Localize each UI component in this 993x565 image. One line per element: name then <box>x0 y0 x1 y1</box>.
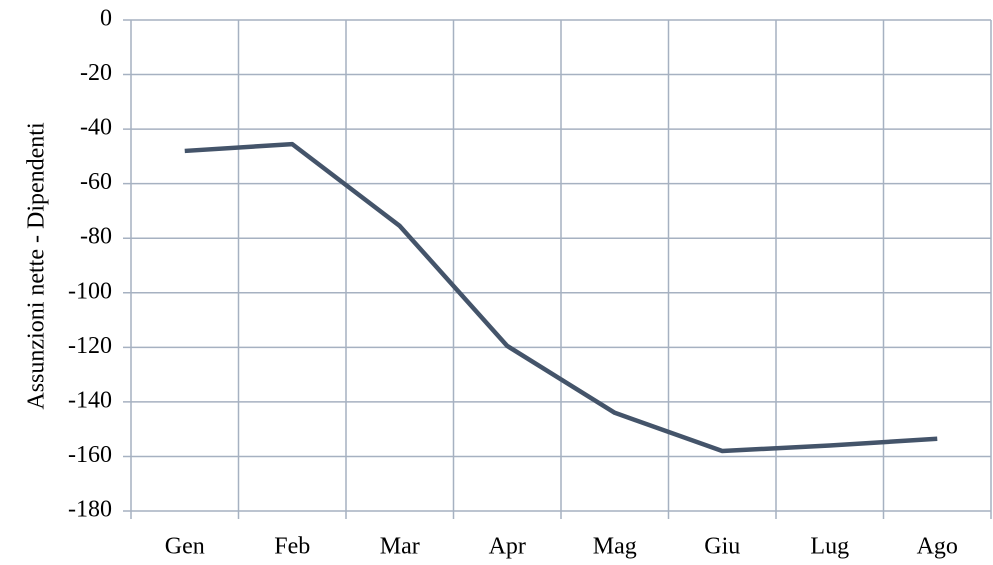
y-axis-label: Assunzioni nette - Dipendenti <box>24 122 50 410</box>
y-tick-label: -100 <box>68 278 112 304</box>
line <box>184 141 938 454</box>
x-tick-label: Lug <box>810 534 849 560</box>
y-tick-label: -180 <box>68 497 112 523</box>
y-tick-label: -160 <box>68 442 112 468</box>
y-tick-label: -60 <box>80 169 112 195</box>
y-tick-label: -40 <box>80 115 112 141</box>
x-tick-label: Mar <box>380 534 420 560</box>
x-tick-label: Apr <box>489 534 526 560</box>
y-tick-label: -20 <box>80 60 112 86</box>
x-tick-label: Giu <box>704 534 740 560</box>
x-tick-label: Mag <box>593 534 637 560</box>
y-tick-label: -120 <box>68 333 112 359</box>
x-tick-label: Gen <box>165 534 205 560</box>
x-tick-label: Feb <box>274 534 310 560</box>
x-tick-label: Ago <box>917 534 958 560</box>
y-tick-label: 0 <box>100 6 112 32</box>
y-tick-label: -80 <box>80 224 112 250</box>
y-tick-label: -140 <box>68 387 112 413</box>
